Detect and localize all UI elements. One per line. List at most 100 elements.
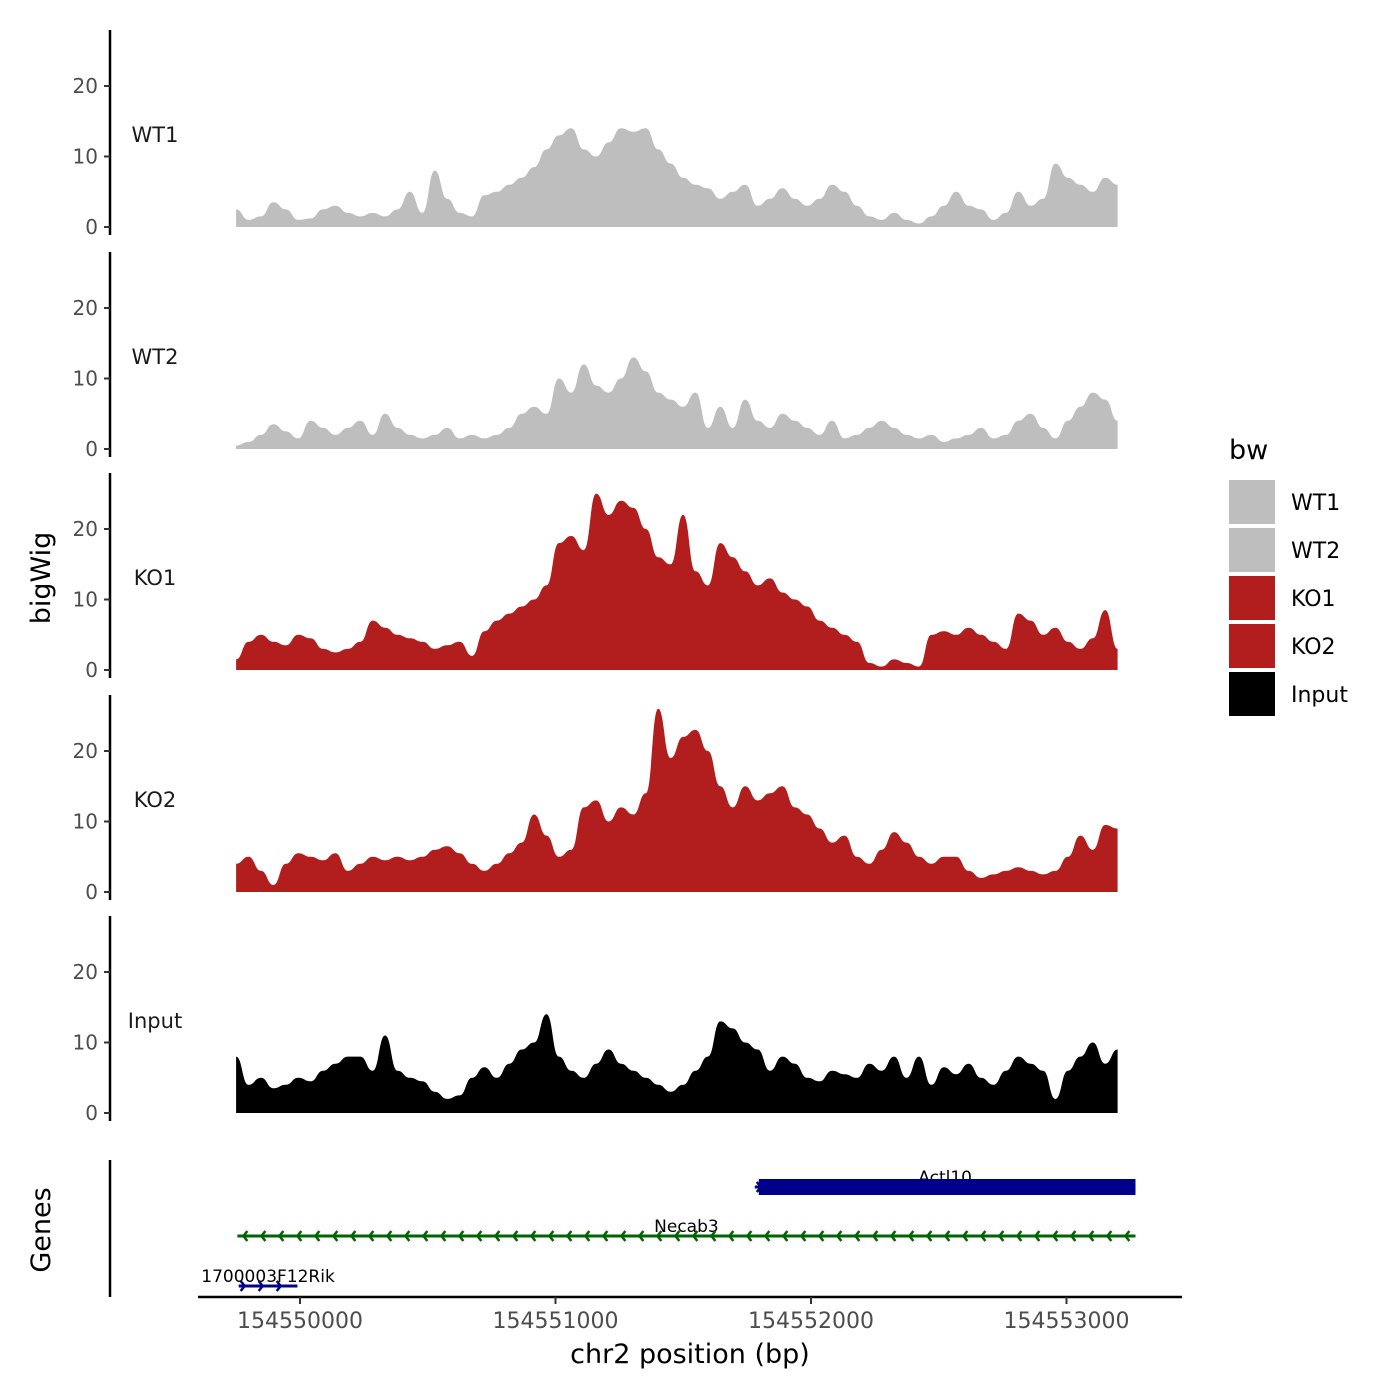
y-tick-label-ko2-0: 0	[85, 880, 98, 904]
strand-chevron-necab3	[385, 1230, 393, 1242]
legend-key-wt2	[1229, 528, 1275, 572]
strand-chevron-necab3	[817, 1230, 825, 1242]
strand-chevron-necab3	[925, 1230, 933, 1242]
strand-chevron-necab3	[655, 1230, 663, 1242]
strand-chevron-necab3	[1069, 1230, 1077, 1242]
x-axis: 154550000 154551000 154552000 154553000	[198, 1295, 1182, 1334]
strand-chevron-necab3	[907, 1230, 915, 1242]
track-label-ko2: KO2	[134, 788, 177, 812]
coverage-area-input	[236, 1014, 1118, 1113]
legend-label-input: Input	[1291, 683, 1348, 708]
gene-necab3: Necab3	[237, 1217, 1136, 1242]
strand-chevron-necab3	[259, 1230, 267, 1242]
strand-chevron-necab3	[637, 1230, 645, 1242]
strand-chevron-necab3	[565, 1230, 573, 1242]
strand-chevron-necab3	[295, 1230, 303, 1242]
strand-chevron-necab3	[853, 1230, 861, 1242]
strand-chevron-necab3	[691, 1230, 699, 1242]
coverage-area-ko1	[236, 493, 1118, 670]
x-tick-label-154553000: 154553000	[1004, 1309, 1130, 1334]
y-tick-label-wt1-20: 20	[73, 74, 98, 98]
strand-chevron-necab3	[889, 1230, 897, 1242]
strand-chevron-necab3	[1087, 1230, 1095, 1242]
strand-chevron-necab3	[1015, 1230, 1023, 1242]
strand-chevron-necab3	[457, 1230, 465, 1242]
legend-key-wt1	[1229, 480, 1275, 524]
coverage-area-wt2	[236, 357, 1118, 449]
y-tick-label-ko1-20: 20	[73, 517, 98, 541]
y-tick-label-wt1-10: 10	[73, 145, 98, 169]
y-tick-label-wt2-10: 10	[73, 367, 98, 391]
strand-chevron-necab3	[1123, 1230, 1131, 1242]
strand-chevron-1700003f12rik	[275, 1280, 283, 1292]
legend-label-ko2: KO2	[1291, 635, 1336, 660]
track-label-input: Input	[128, 1009, 182, 1033]
legend-title: bw	[1229, 435, 1268, 466]
y-tick-label-input-0: 0	[85, 1101, 98, 1125]
strand-chevron-necab3	[1033, 1230, 1041, 1242]
y-axis-title-bigwig: bigWig	[26, 532, 57, 625]
strand-chevron-necab3	[331, 1230, 339, 1242]
strand-chevron-necab3	[403, 1230, 411, 1242]
legend-label-wt2: WT2	[1291, 539, 1340, 564]
legend-label-ko1: KO1	[1291, 587, 1336, 612]
legend-label-wt1: WT1	[1291, 491, 1340, 516]
strand-chevron-necab3	[979, 1230, 987, 1242]
x-axis-title: chr2 position (bp)	[570, 1339, 810, 1370]
x-tick-label-154551000: 154551000	[493, 1309, 619, 1334]
strand-chevron-necab3	[709, 1230, 717, 1242]
strand-chevron-necab3	[763, 1230, 771, 1242]
strand-chevron-necab3	[673, 1230, 681, 1242]
track-label-wt1: WT1	[132, 123, 179, 147]
track-ko2: 0 10 20 KO2	[73, 695, 1118, 904]
strand-chevron-actl10	[755, 1181, 763, 1193]
strand-chevron-necab3	[349, 1230, 357, 1242]
strand-chevron-necab3	[1105, 1230, 1113, 1242]
strand-chevron-1700003f12rik	[239, 1280, 247, 1292]
strand-chevron-necab3	[313, 1230, 321, 1242]
gene-label-1700003f12rik: 1700003F12Rik	[201, 1267, 335, 1287]
bigwig-tracks: 0 10 20 WT1 0 10 20 WT2 0 10 20 KO1 0 10 20 KO2 0 10 20 Inp…	[73, 30, 1118, 1125]
strand-chevron-necab3	[475, 1230, 483, 1242]
strand-chevron-necab3	[241, 1230, 249, 1242]
y-tick-label-ko2-10: 10	[73, 810, 98, 834]
y-tick-label-input-10: 10	[73, 1031, 98, 1055]
legend-key-ko2	[1229, 624, 1275, 668]
strand-chevron-necab3	[871, 1230, 879, 1242]
x-tick-label-154550000: 154550000	[237, 1309, 363, 1334]
y-axis-title-genes: Genes	[26, 1187, 57, 1272]
strand-chevron-necab3	[943, 1230, 951, 1242]
y-tick-label-wt2-0: 0	[85, 437, 98, 461]
gene-track: Actl10 Necab3 1700003F12Rik	[108, 1160, 1136, 1297]
legend: bw WT1 WT2 KO1 KO2 Input	[1229, 435, 1348, 716]
strand-chevron-1700003f12rik	[257, 1280, 265, 1292]
y-tick-label-input-20: 20	[73, 960, 98, 984]
y-tick-label-ko2-20: 20	[73, 739, 98, 763]
strand-chevron-necab3	[601, 1230, 609, 1242]
gene-actl10: Actl10	[754, 1168, 1136, 1195]
y-tick-label-ko1-10: 10	[73, 588, 98, 612]
strand-chevron-necab3	[421, 1230, 429, 1242]
strand-chevron-necab3	[547, 1230, 555, 1242]
strand-chevron-necab3	[529, 1230, 537, 1242]
coverage-area-wt1	[236, 128, 1118, 227]
gene-1700003f12rik: 1700003F12Rik	[201, 1267, 335, 1292]
strand-chevron-necab3	[835, 1230, 843, 1242]
x-tick-label-154552000: 154552000	[748, 1309, 874, 1334]
strand-chevron-necab3	[1051, 1230, 1059, 1242]
strand-chevron-necab3	[439, 1230, 447, 1242]
strand-chevron-necab3	[277, 1230, 285, 1242]
track-label-ko1: KO1	[134, 566, 177, 590]
strand-chevron-necab3	[781, 1230, 789, 1242]
track-wt1: 0 10 20 WT1	[73, 30, 1118, 239]
strand-chevron-necab3	[799, 1230, 807, 1242]
y-tick-label-wt1-0: 0	[85, 215, 98, 239]
strand-chevron-necab3	[367, 1230, 375, 1242]
legend-key-input	[1229, 672, 1275, 716]
strand-chevron-necab3	[493, 1230, 501, 1242]
gene-exon-actl10	[758, 1179, 1136, 1195]
strand-chevron-necab3	[511, 1230, 519, 1242]
track-label-wt2: WT2	[132, 345, 179, 369]
track-wt2: 0 10 20 WT2	[73, 252, 1118, 461]
